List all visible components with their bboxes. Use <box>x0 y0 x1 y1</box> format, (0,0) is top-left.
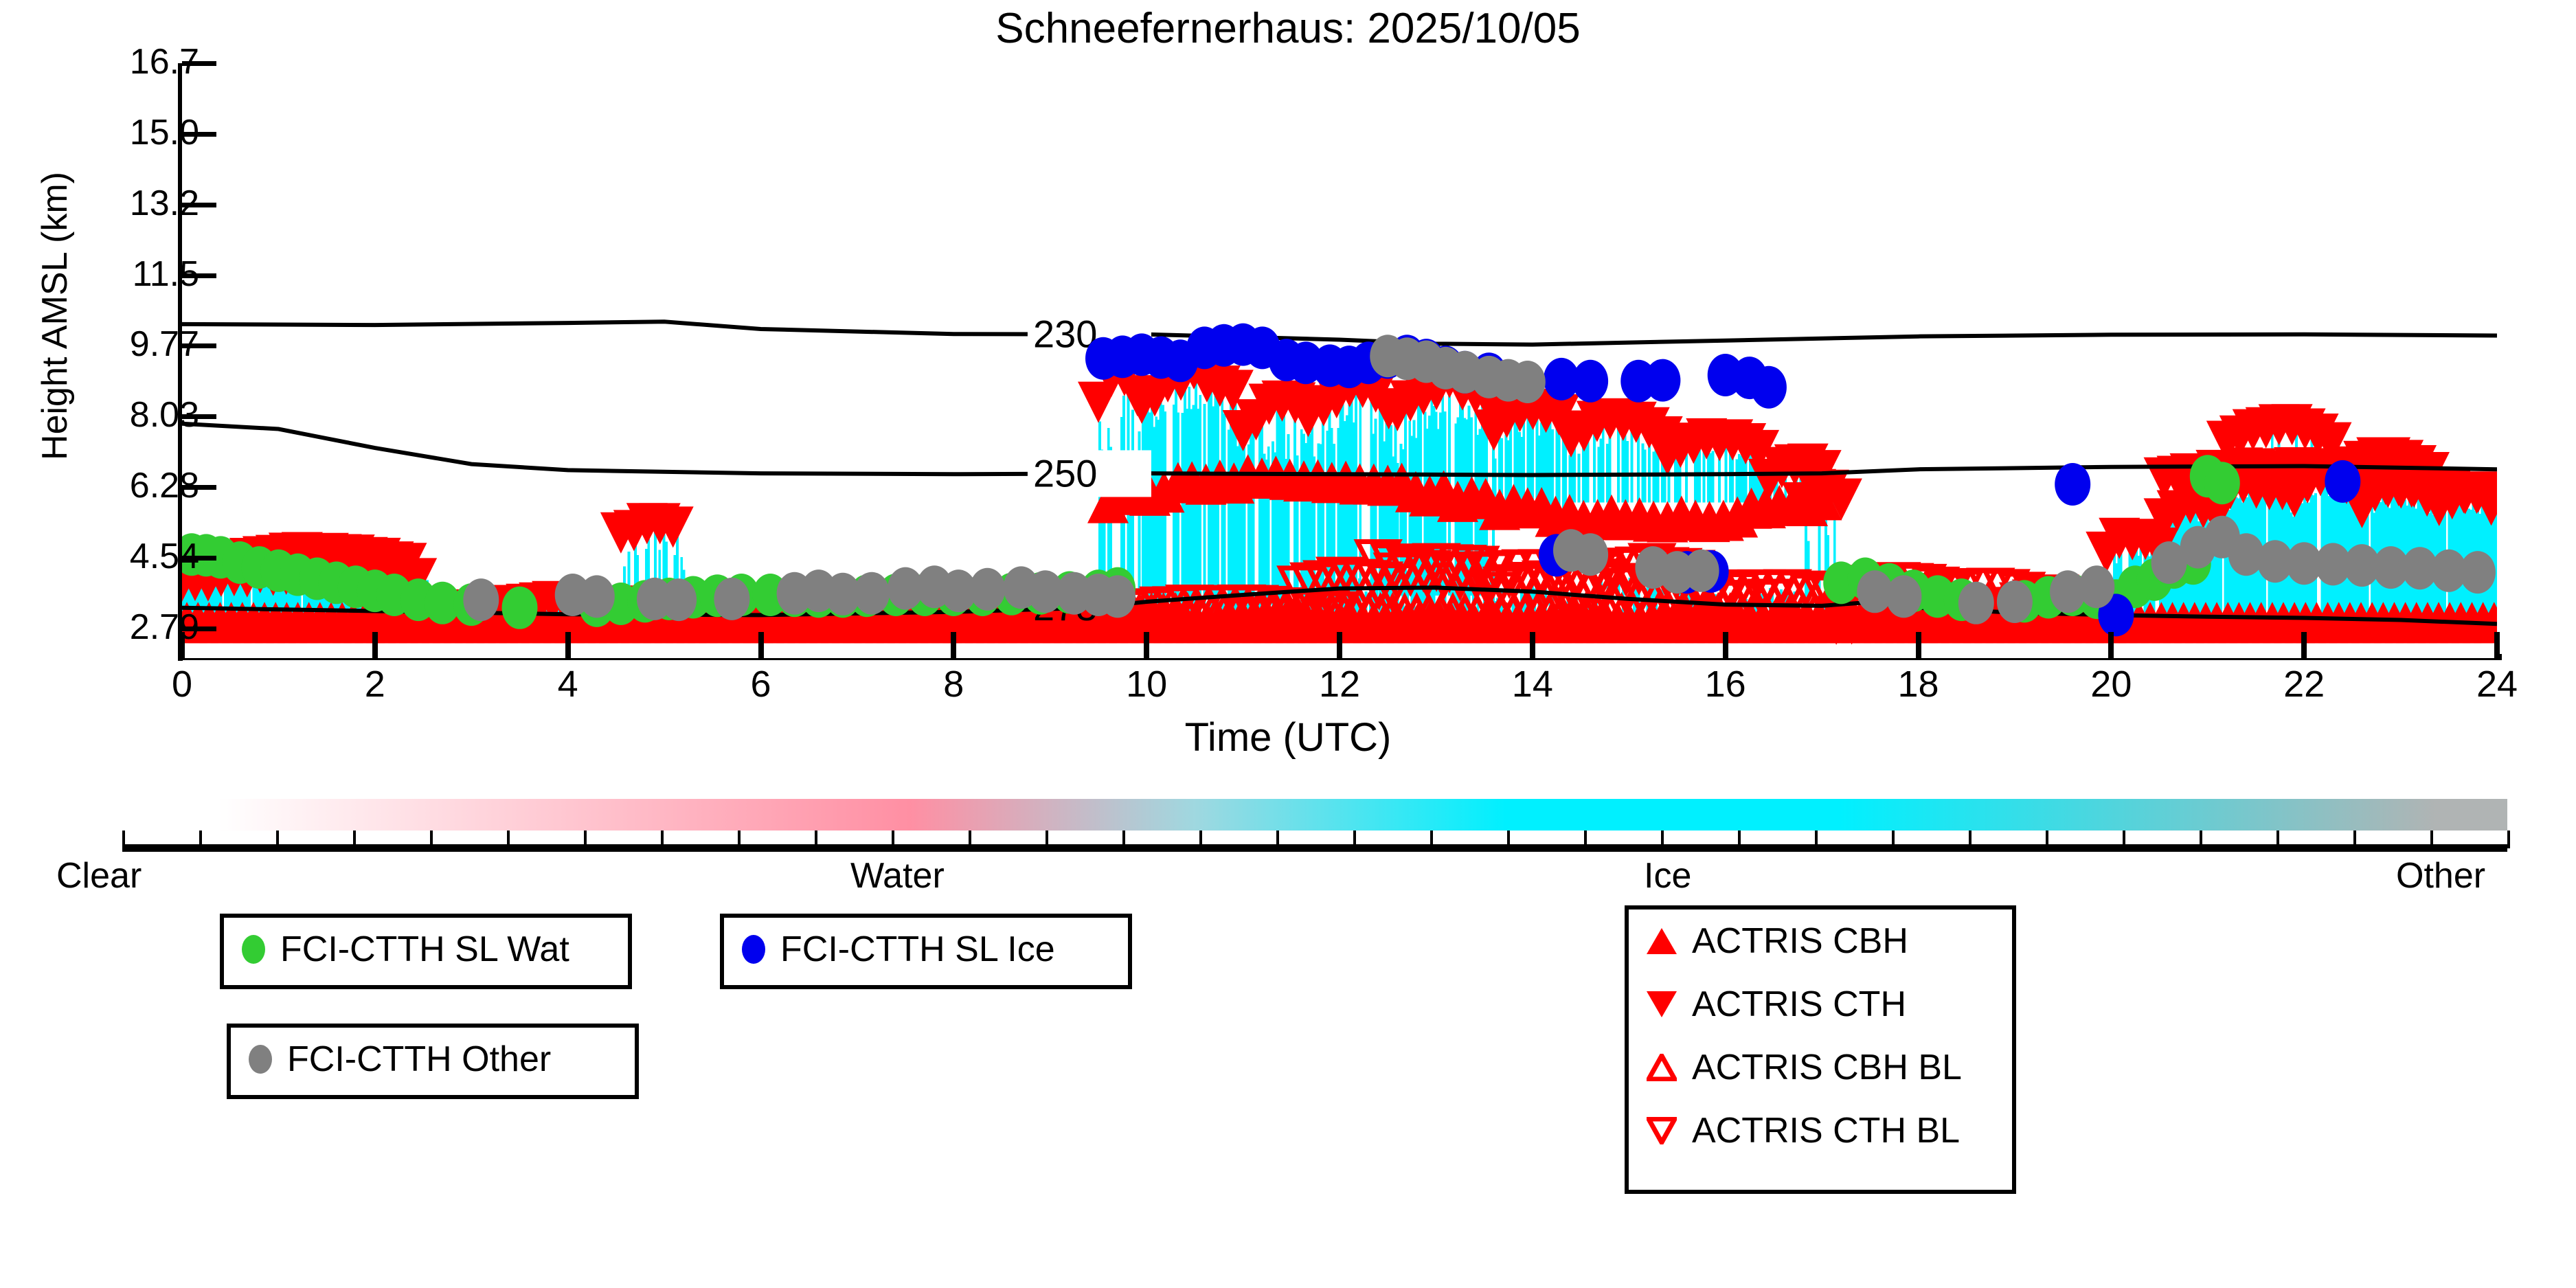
legend-entry-fci-other[interactable]: FCI-CTTH Other <box>231 1028 635 1091</box>
y-tick-mark <box>182 131 216 137</box>
x-tick-label: 6 <box>750 664 771 705</box>
y-tick-mark <box>182 343 216 349</box>
blue-circle-icon <box>742 935 765 964</box>
y-tick-mark <box>182 61 216 66</box>
x-tick-label: 0 <box>171 664 193 705</box>
x-tick-label: 12 <box>1318 664 1361 705</box>
x-tick-mark <box>1722 632 1728 659</box>
y-tick-label: 13.2 <box>129 183 199 223</box>
legend-entry-sl-ice[interactable]: FCI-CTTH SL Ice <box>724 918 1128 981</box>
legend-entry-actris-cth[interactable]: ACTRIS CTH <box>1629 973 2012 1036</box>
legend-label-actris-cbh: ACTRIS CBH <box>1692 921 1908 961</box>
triangle-down-filled-icon <box>1647 991 1677 1017</box>
x-tick-label: 18 <box>1897 664 1939 705</box>
y-tick-mark <box>182 202 216 207</box>
legend-fci-other[interactable]: FCI-CTTH Other <box>227 1024 639 1099</box>
y-tick-label: 2.79 <box>129 607 199 647</box>
legend-label-actris-cth: ACTRIS CTH <box>1692 984 1906 1024</box>
x-tick-mark <box>1144 632 1150 659</box>
legend-label-sl-wat: FCI-CTTH SL Wat <box>280 929 569 969</box>
grey-circle-icon <box>249 1045 272 1074</box>
x-tick-mark <box>1337 632 1342 659</box>
cloud-classification-heatmap: 230250273 <box>182 310 2497 645</box>
y-tick-label: 9.77 <box>129 324 199 365</box>
y-tick-mark <box>182 485 216 490</box>
plot-area: 230250273 <box>182 63 2497 658</box>
x-tick-label: 4 <box>557 664 578 705</box>
isotherm-label-230: 230 <box>1033 313 1097 356</box>
y-tick-label: 8.03 <box>129 395 199 436</box>
x-tick-label: 8 <box>943 664 964 705</box>
y-tick-label: 6.28 <box>129 466 199 506</box>
x-tick-label: 16 <box>1704 664 1746 705</box>
legend-label-sl-ice: FCI-CTTH SL Ice <box>780 929 1055 969</box>
page-title: Schneefernerhaus: 2025/10/05 <box>995 5 1581 52</box>
y-tick-mark <box>182 555 216 561</box>
x-tick-mark <box>1915 632 1921 659</box>
triangle-up-open-icon <box>1647 1054 1677 1081</box>
legend-label-actris-cth-bl: ACTRIS CTH BL <box>1692 1111 1961 1151</box>
x-tick-mark <box>2301 632 2307 659</box>
colorbar-label-other: Other <box>2396 856 2486 896</box>
legend-label-actris-cbh-bl: ACTRIS CBH BL <box>1692 1048 1962 1087</box>
y-tick-mark <box>182 626 216 631</box>
x-tick-mark <box>565 632 571 659</box>
x-tick-label: 20 <box>2090 664 2132 705</box>
x-tick-mark <box>758 632 764 659</box>
x-tick-mark <box>179 632 185 659</box>
colorbar-label-ice: Ice <box>1644 856 1692 896</box>
x-tick-mark <box>372 632 378 659</box>
fci-ctth-markers-layer <box>182 323 2496 637</box>
triangle-down-open-icon <box>1647 1117 1677 1144</box>
isotherm-label-250: 250 <box>1033 451 1097 495</box>
x-tick-mark <box>951 632 957 659</box>
x-tick-label: 24 <box>2476 664 2518 705</box>
y-tick-label: 16.7 <box>129 42 199 82</box>
x-tick-mark <box>2108 632 2114 659</box>
legend-fci-sl-ice[interactable]: FCI-CTTH SL Ice <box>720 914 1132 989</box>
colorbar-label-water: Water <box>850 856 945 896</box>
green-circle-icon <box>242 935 265 964</box>
colorbar-ticks <box>122 831 2510 848</box>
legend-entry-actris-cbh-bl[interactable]: ACTRIS CBH BL <box>1629 1036 2012 1099</box>
legend-actris[interactable]: ACTRIS CBH ACTRIS CTH ACTRIS CBH BL ACTR… <box>1625 905 2016 1194</box>
x-tick-label: 14 <box>1511 664 1553 705</box>
legend-entry-actris-cth-bl[interactable]: ACTRIS CTH BL <box>1629 1099 2012 1162</box>
legend-entry-actris-cbh[interactable]: ACTRIS CBH <box>1629 909 2012 973</box>
x-axis-label: Time (UTC) <box>1184 715 1392 760</box>
colorbar-baseline <box>122 844 2507 852</box>
x-tick-mark <box>2494 632 2500 659</box>
x-tick-label: 22 <box>2283 664 2325 705</box>
legend-entry-sl-wat[interactable]: FCI-CTTH SL Wat <box>224 918 628 981</box>
colorbar[interactable]: Clear Water Ice Other <box>56 799 2510 896</box>
plot-canvas: 230250273 <box>182 63 2497 658</box>
colorbar-label-clear: Clear <box>56 856 142 896</box>
colorbar-gradient <box>122 799 2507 831</box>
x-tick-mark <box>1529 632 1535 659</box>
y-tick-mark <box>182 273 216 278</box>
triangle-up-filled-icon <box>1647 928 1677 954</box>
y-axis-spine <box>178 63 183 661</box>
legend-label-fci-other: FCI-CTTH Other <box>287 1039 552 1079</box>
y-tick-mark <box>182 414 216 420</box>
legend-fci-sl-wat[interactable]: FCI-CTTH SL Wat <box>220 914 632 989</box>
x-tick-label: 10 <box>1126 664 1168 705</box>
y-tick-label: 4.54 <box>129 536 199 576</box>
y-tick-label: 11.5 <box>132 253 199 294</box>
y-tick-label: 15.0 <box>129 112 199 152</box>
x-tick-label: 2 <box>364 664 385 705</box>
